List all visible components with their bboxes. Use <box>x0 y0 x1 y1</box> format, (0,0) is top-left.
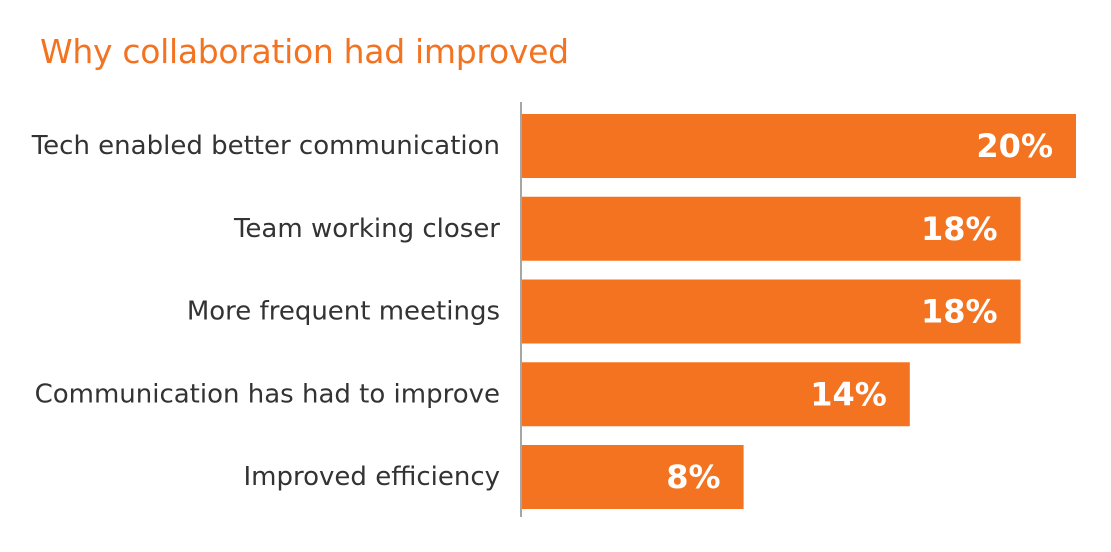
category-label: Communication has had to improve <box>35 379 500 409</box>
bars-group: Tech enabled better communication 20% Team… <box>31 114 1076 509</box>
bar <box>522 362 910 427</box>
bar <box>522 196 1021 261</box>
bar <box>522 445 744 509</box>
bar <box>522 114 1076 178</box>
category-label: Improved efficiency <box>244 462 500 492</box>
category-label: Tech enabled better communication <box>31 131 500 161</box>
bar <box>522 279 1021 344</box>
category-label: More frequent meetings <box>187 297 500 327</box>
value-label: 20% <box>976 127 1053 165</box>
value-label: 14% <box>810 375 887 413</box>
chart-title: Why collaboration had improved <box>40 32 569 71</box>
category-label: Team working closer <box>233 214 500 244</box>
value-label: 18% <box>921 293 998 331</box>
value-label: 18% <box>921 210 998 248</box>
value-label: 8% <box>666 458 720 496</box>
